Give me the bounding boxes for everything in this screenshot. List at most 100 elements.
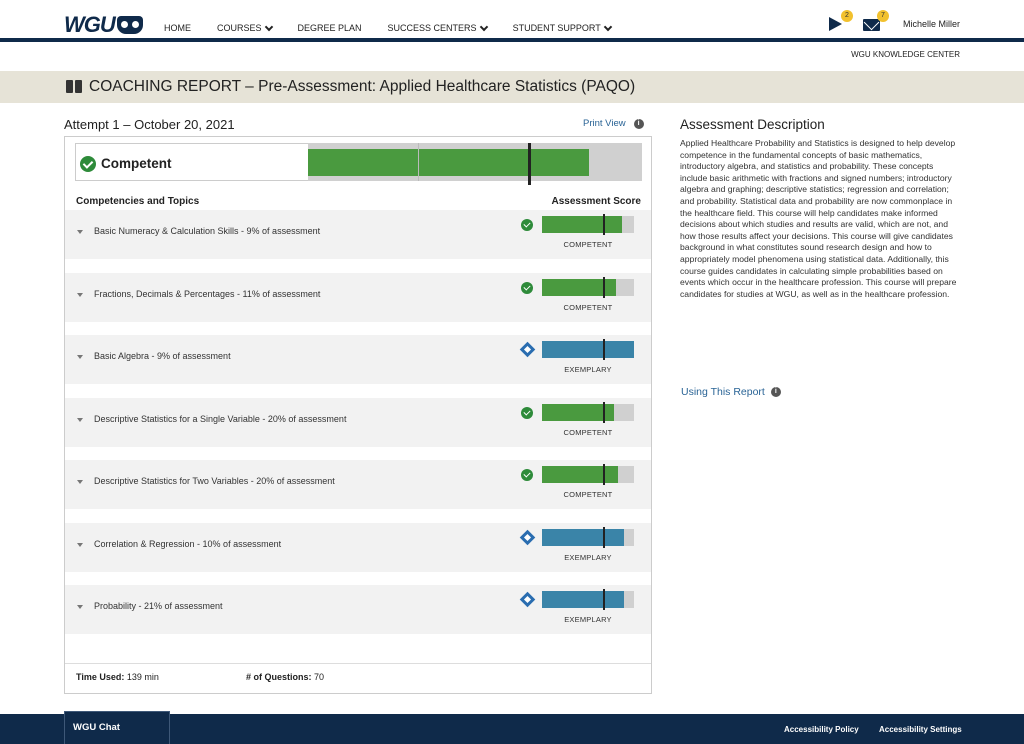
- score-column-header: Assessment Score: [551, 196, 642, 207]
- nav-student-support[interactable]: STUDENT SUPPORT: [513, 22, 612, 33]
- attempt-heading: Attempt 1 – October 20, 2021: [64, 117, 235, 132]
- megaphone-icon: [828, 17, 842, 31]
- user-tools: 2 7 Michelle Miller: [827, 10, 960, 32]
- score-bar: [542, 214, 634, 235]
- competency-row[interactable]: Probability - 21% of assessment EXEMPLARY: [65, 585, 651, 634]
- nav-success-centers[interactable]: SUCCESS CENTERS: [387, 22, 488, 33]
- caret-down-icon[interactable]: [77, 542, 83, 547]
- knowledge-center-link[interactable]: WGU KNOWLEDGE CENTER: [851, 50, 960, 59]
- score-bar-fill: [542, 278, 616, 296]
- competency-row[interactable]: Descriptive Statistics for Two Variables…: [65, 460, 651, 509]
- caret-down-icon[interactable]: [77, 605, 83, 609]
- score-bar: [542, 276, 634, 298]
- score-bar-fill: [542, 591, 624, 608]
- site-footer: WGU Chat Accessibility Policy Accessibil…: [0, 711, 1024, 744]
- cut-score-marker: [603, 401, 605, 423]
- messages-button[interactable]: 7: [862, 10, 889, 32]
- print-view-link[interactable]: Print View i: [583, 118, 644, 129]
- book-icon: [66, 80, 82, 93]
- check-circle-icon: [521, 219, 533, 231]
- competency-row[interactable]: Descriptive Statistics for a Single Vari…: [65, 397, 651, 447]
- question-count: # of Questions: 70: [246, 672, 324, 682]
- question-count-value: 70: [314, 672, 325, 682]
- score-bar-fill: [542, 403, 614, 421]
- announcements-button[interactable]: 2: [827, 10, 853, 32]
- caret-down-icon[interactable]: [77, 355, 83, 359]
- chevron-down-icon: [264, 22, 273, 31]
- caret-down-icon[interactable]: [77, 480, 83, 484]
- overall-gridline: [418, 143, 419, 181]
- score-bar-fill: [542, 528, 624, 546]
- competency-label: Probability - 21% of assessment: [94, 601, 223, 611]
- competency-label: Descriptive Statistics for Two Variables…: [94, 476, 335, 486]
- chevron-down-icon: [479, 22, 488, 31]
- competency-row[interactable]: Fractions, Decimals & Percentages - 11% …: [65, 272, 651, 322]
- diamond-icon: [519, 341, 536, 358]
- nav-home[interactable]: HOME: [164, 23, 191, 33]
- competency-rating: COMPETENT: [563, 302, 613, 312]
- accessibility-settings-link[interactable]: Accessibility Settings: [879, 725, 962, 734]
- overall-cut-score-marker: [528, 143, 531, 185]
- competencies-column-header: Competencies and Topics: [76, 196, 200, 207]
- caret-down-icon[interactable]: [77, 417, 83, 422]
- diamond-icon: [519, 591, 536, 608]
- competency-row[interactable]: Correlation & Regression - 10% of assess…: [65, 522, 651, 572]
- check-circle-icon: [521, 469, 533, 481]
- competency-rating: COMPETENT: [563, 427, 613, 437]
- competency-row[interactable]: Basic Numeracy & Calculation Skills - 9%…: [65, 210, 651, 259]
- announcements-badge: 2: [840, 10, 853, 22]
- competency-rating: EXEMPLARY: [564, 552, 612, 562]
- logo-text: WGU: [64, 12, 116, 37]
- score-bar-fill: [542, 216, 622, 233]
- messages-badge: 7: [876, 10, 889, 22]
- time-used-value: 139 min: [126, 672, 159, 682]
- cut-score-marker: [603, 276, 605, 298]
- title-band: COACHING REPORT – Pre-Assessment: Applie…: [0, 71, 1024, 103]
- cut-score-marker: [603, 214, 605, 235]
- competency-label: Basic Numeracy & Calculation Skills - 9%…: [94, 226, 321, 236]
- using-this-report-link[interactable]: Using This Report i: [681, 386, 781, 398]
- competency-label: Basic Algebra - 9% of assessment: [94, 351, 231, 361]
- top-navigation: WGU HOME COURSES DEGREE PLAN SUCCESS CEN…: [0, 0, 1024, 42]
- competency-rating: COMPETENT: [563, 490, 613, 499]
- check-circle-icon: [521, 281, 533, 294]
- user-menu[interactable]: Michelle Miller: [902, 19, 960, 29]
- caret-down-icon[interactable]: [77, 230, 83, 234]
- assessment-description-heading: Assessment Description: [680, 117, 825, 132]
- score-bar: [542, 401, 634, 423]
- overall-score-fill: [308, 149, 589, 176]
- caret-down-icon[interactable]: [77, 292, 83, 297]
- score-bar-fill: [542, 466, 618, 483]
- info-icon[interactable]: i: [770, 387, 781, 397]
- envelope-icon: [862, 19, 880, 31]
- wgu-logo[interactable]: WGU: [64, 12, 143, 38]
- owl-logo-icon: [116, 16, 143, 34]
- assessment-description-body: Applied Healthcare Probability and Stati…: [680, 138, 957, 299]
- nav-degree-plan[interactable]: DEGREE PLAN: [298, 23, 362, 33]
- score-bar: [542, 589, 634, 610]
- competency-label: Correlation & Regression - 10% of assess…: [94, 538, 282, 549]
- check-circle-icon: [80, 156, 96, 172]
- wgu-chat-button[interactable]: WGU Chat: [64, 711, 170, 744]
- competency-label: Descriptive Statistics for a Single Vari…: [94, 413, 347, 424]
- score-bar: [542, 339, 634, 360]
- coaching-report-card: Competent Competencies and Topics Assess…: [64, 136, 652, 694]
- cut-score-marker: [603, 464, 605, 485]
- time-used-label: Time Used:: [76, 672, 125, 682]
- cut-score-marker: [603, 339, 605, 360]
- competency-rating: EXEMPLARY: [564, 365, 612, 374]
- using-this-report-label: Using This Report: [681, 386, 765, 398]
- nav-courses[interactable]: COURSES: [217, 22, 273, 33]
- chevron-down-icon: [603, 22, 612, 31]
- accessibility-policy-link[interactable]: Accessibility Policy: [784, 725, 859, 734]
- page-title: COACHING REPORT – Pre-Assessment: Applie…: [89, 78, 636, 95]
- print-view-label: Print View: [583, 118, 626, 129]
- diamond-icon: [519, 529, 536, 545]
- info-icon[interactable]: i: [633, 118, 644, 129]
- score-bar-fill: [542, 341, 634, 358]
- nav-courses-label: COURSES: [217, 23, 262, 33]
- nav-success-centers-label: SUCCESS CENTERS: [387, 23, 477, 33]
- competency-row[interactable]: Basic Algebra - 9% of assessment EXEMPLAR…: [65, 335, 651, 384]
- nav-home-label: HOME: [164, 23, 191, 33]
- score-bar: [542, 464, 634, 485]
